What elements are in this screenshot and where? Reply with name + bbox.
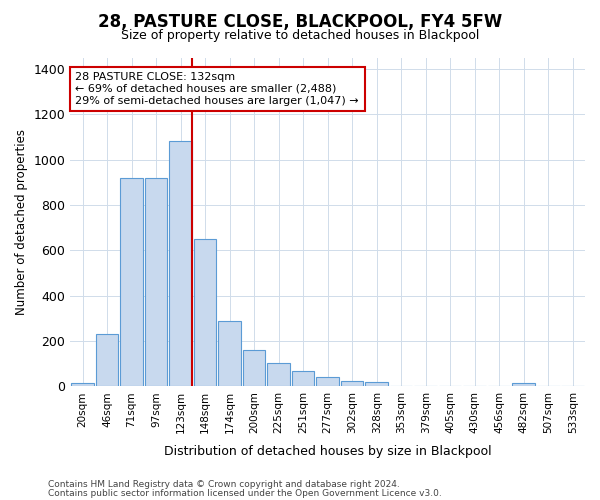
Bar [218,320,241,386]
Text: 28 PASTURE CLOSE: 132sqm
← 69% of detached houses are smaller (2,488)
29% of sem: 28 PASTURE CLOSE: 132sqm ← 69% of detach… [76,72,359,106]
Bar [292,370,314,386]
Bar [512,383,535,386]
Bar [71,383,94,386]
Y-axis label: Number of detached properties: Number of detached properties [15,129,28,315]
Bar [268,362,290,386]
Text: Size of property relative to detached houses in Blackpool: Size of property relative to detached ho… [121,29,479,42]
Text: 28, PASTURE CLOSE, BLACKPOOL, FY4 5FW: 28, PASTURE CLOSE, BLACKPOOL, FY4 5FW [98,12,502,30]
Bar [194,239,217,386]
Bar [145,178,167,386]
Bar [96,334,118,386]
Bar [316,378,339,386]
Text: Contains public sector information licensed under the Open Government Licence v3: Contains public sector information licen… [48,489,442,498]
Bar [120,178,143,386]
Text: Contains HM Land Registry data © Crown copyright and database right 2024.: Contains HM Land Registry data © Crown c… [48,480,400,489]
Bar [341,380,364,386]
Bar [169,142,192,386]
X-axis label: Distribution of detached houses by size in Blackpool: Distribution of detached houses by size … [164,444,491,458]
Bar [365,382,388,386]
Bar [243,350,265,387]
